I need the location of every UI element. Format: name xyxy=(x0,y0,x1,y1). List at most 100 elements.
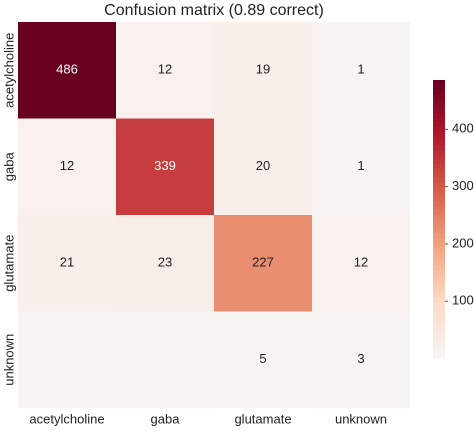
colorbar-segment xyxy=(433,89,445,95)
cell xyxy=(312,311,410,408)
colorbar-segment xyxy=(433,232,445,239)
colorbar-segment xyxy=(433,334,445,340)
colorbar-segment xyxy=(433,177,445,183)
colorbar-segment xyxy=(433,135,445,141)
colorbar-segment xyxy=(433,154,445,160)
x-tick-label: unknown xyxy=(335,411,387,426)
cell-label: 12 xyxy=(60,158,74,173)
y-tick-label: acetylcholine xyxy=(1,33,16,108)
cell-label: 1 xyxy=(357,158,364,173)
colorbar-segment xyxy=(433,130,445,137)
colorbar-segment xyxy=(433,251,445,257)
cell-label: 339 xyxy=(154,158,176,173)
colorbar-segment xyxy=(433,228,445,234)
cell xyxy=(214,311,312,408)
chart-title: Confusion matrix (0.89 correct) xyxy=(104,2,324,19)
colorbar-segment xyxy=(433,316,445,322)
colorbar-segment xyxy=(433,181,445,188)
cell xyxy=(312,22,410,119)
colorbar-segment xyxy=(433,256,445,262)
colorbar-segment xyxy=(433,293,445,299)
colorbar-segment xyxy=(433,237,445,243)
colorbar-segment xyxy=(433,246,445,252)
cell xyxy=(18,215,116,312)
cell-label: 12 xyxy=(354,255,368,270)
colorbar-segment xyxy=(433,353,445,359)
empty-cell xyxy=(18,311,116,408)
x-tick-label: gaba xyxy=(151,411,181,426)
colorbar-segment xyxy=(433,149,445,155)
colorbar-segment xyxy=(433,269,445,276)
cell xyxy=(312,118,410,215)
colorbar-segment xyxy=(433,200,445,206)
cell-label: 5 xyxy=(259,351,266,366)
colorbar-tick-label: 100 xyxy=(452,293,474,308)
colorbar-segment xyxy=(433,279,445,285)
colorbar-segment xyxy=(433,297,445,303)
colorbar-segment xyxy=(433,103,445,109)
x-tick-label: acetylcholine xyxy=(29,411,104,426)
cell-label: 1 xyxy=(357,62,364,77)
colorbar-segment xyxy=(433,302,445,308)
colorbar-segment xyxy=(433,98,445,104)
cell-label: 23 xyxy=(158,255,172,270)
colorbar-segment xyxy=(433,172,445,178)
colorbar-segment xyxy=(433,112,445,118)
cell xyxy=(18,118,116,215)
cell-label: 19 xyxy=(256,62,270,77)
colorbar-tick-label: 300 xyxy=(452,178,474,193)
colorbar-segment xyxy=(433,163,445,169)
y-tick-label: unknown xyxy=(1,334,16,386)
colorbar-tick-label: 200 xyxy=(452,235,474,250)
colorbar-segment xyxy=(433,344,445,350)
colorbar-segment xyxy=(433,219,445,225)
colorbar-segment xyxy=(433,242,445,248)
colorbar-segment xyxy=(433,191,445,197)
colorbar-segment xyxy=(433,80,445,86)
colorbar-segment xyxy=(433,117,445,123)
colorbar-segment xyxy=(433,107,445,113)
cell-label: 20 xyxy=(256,158,270,173)
colorbar-segment xyxy=(433,144,445,150)
colorbar-segment xyxy=(433,325,445,331)
empty-cell xyxy=(116,311,214,408)
colorbar-segment xyxy=(433,168,445,174)
colorbar-segment xyxy=(433,158,445,164)
cell xyxy=(116,215,214,312)
colorbar-segment xyxy=(433,205,445,211)
colorbar-segment xyxy=(433,209,445,215)
colorbar-segment xyxy=(433,121,445,127)
cell xyxy=(116,118,214,215)
x-tick-label: glutamate xyxy=(234,411,291,426)
colorbar-segment xyxy=(433,140,445,146)
colorbar-tick-label: 400 xyxy=(452,121,474,136)
colorbar-segment xyxy=(433,330,445,336)
colorbar-segment xyxy=(433,348,445,354)
colorbar-segment xyxy=(433,223,445,229)
y-tick-label: glutamate xyxy=(1,235,16,292)
colorbar-segment xyxy=(433,93,445,100)
colorbar-segment xyxy=(433,214,445,220)
cell xyxy=(18,22,116,119)
cell-label: 227 xyxy=(252,255,274,270)
cell-label: 12 xyxy=(158,62,172,77)
cell xyxy=(214,118,312,215)
cell xyxy=(312,215,410,312)
cell-label: 486 xyxy=(56,62,78,77)
colorbar-segment xyxy=(433,126,445,132)
colorbar-segment xyxy=(433,260,445,266)
colorbar-segment xyxy=(433,274,445,280)
colorbar-segment xyxy=(433,320,445,327)
colorbar-segment xyxy=(433,195,445,201)
y-tick-label: gaba xyxy=(1,152,16,182)
cell-label: 21 xyxy=(60,255,74,270)
colorbar-segment xyxy=(433,84,445,90)
colorbar-segment xyxy=(433,186,445,192)
colorbar-segment xyxy=(433,283,445,289)
cell-label: 3 xyxy=(357,351,364,366)
colorbar-segment xyxy=(433,288,445,294)
colorbar-segment xyxy=(433,307,445,313)
cell xyxy=(214,22,312,119)
colorbar-segment xyxy=(433,339,445,345)
